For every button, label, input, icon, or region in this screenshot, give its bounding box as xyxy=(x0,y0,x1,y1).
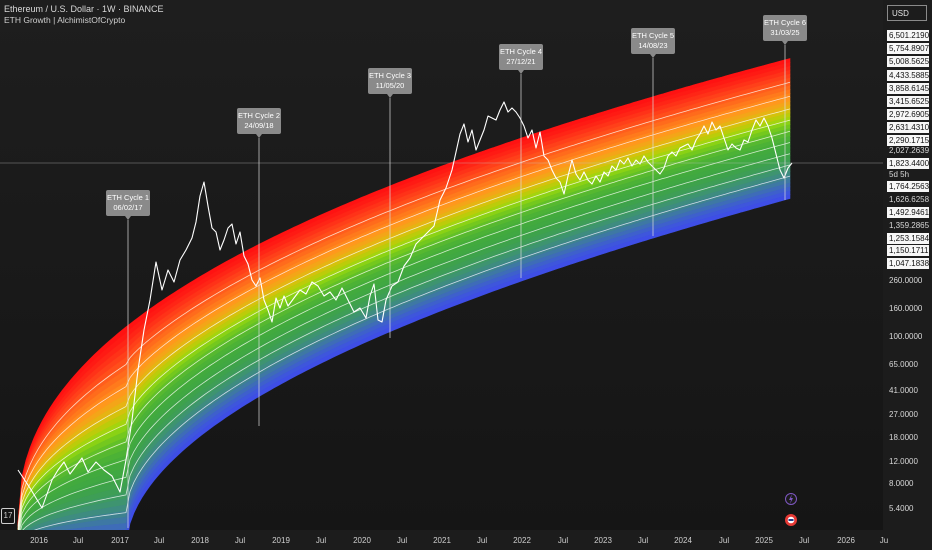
cycle-date-label: 11/05/20 xyxy=(376,81,405,90)
time-axis-label: 2024 xyxy=(674,536,692,545)
flash-event-icon xyxy=(785,493,797,505)
price-axis-label: 2,972.6905 xyxy=(887,109,930,120)
time-axis-label: 2019 xyxy=(272,536,290,545)
time-axis-label: Jul xyxy=(72,536,84,545)
time-axis[interactable]: 2016 Jul 2017 Jul 2018 Jul 2019 Jul 2020 Jul 2021 J… xyxy=(0,530,932,550)
tradingview-logo[interactable]: 17 xyxy=(1,508,15,524)
cycle-marker-5: ETH Cycle 514/08/23 xyxy=(631,28,675,236)
cycle-marker-2: ETH Cycle 224/09/18 xyxy=(237,108,281,426)
price-axis-label: 5d 5h xyxy=(889,170,910,179)
price-axis-label: 3,415.6525 xyxy=(887,96,930,107)
time-axis-label: Jul xyxy=(234,536,246,545)
eth-price-line xyxy=(17,101,793,509)
time-axis-label: 2016 xyxy=(30,536,48,545)
currency-selector[interactable]: USD xyxy=(887,5,927,21)
time-axis-label: Jul xyxy=(557,536,569,545)
price-axis-label: 41.0000 xyxy=(889,386,918,395)
time-axis-label: Jul xyxy=(798,536,810,545)
cycle-marker-3: ETH Cycle 311/05/20 xyxy=(368,68,412,338)
cycle-name-label: ETH Cycle 4 xyxy=(500,47,542,56)
price-axis-label: 3,858.6145 xyxy=(887,83,930,94)
price-axis-label: 2,631.4310 xyxy=(887,122,930,133)
time-axis-label: 2023 xyxy=(594,536,612,545)
cycle-name-label: ETH Cycle 3 xyxy=(369,71,411,80)
price-axis-label: 260.0000 xyxy=(889,276,923,285)
time-axis-label: 2020 xyxy=(353,536,371,545)
price-axis-label: 5,754.8907 xyxy=(887,43,930,54)
event-icons[interactable] xyxy=(785,492,797,528)
time-axis-label: Jul xyxy=(153,536,165,545)
cycle-date-label: 06/02/17 xyxy=(113,203,142,212)
cycle-name-label: ETH Cycle 2 xyxy=(238,111,280,120)
price-axis-label: 4,433.5885 xyxy=(887,70,930,81)
price-axis-label: 8.0000 xyxy=(889,479,914,488)
price-axis-label: 27.0000 xyxy=(889,410,918,419)
cycle-date-label: 31/03/25 xyxy=(770,28,799,37)
cycle-name-label: ETH Cycle 5 xyxy=(632,31,674,40)
indicator-title[interactable]: ETH Growth | AlchimistOfCrypto xyxy=(4,15,126,25)
cycle-name-label: ETH Cycle 6 xyxy=(764,18,806,27)
cycle-marker-6: ETH Cycle 631/03/25 xyxy=(763,15,807,200)
price-axis-label: 1,626.6258 xyxy=(889,195,930,204)
price-axis-label: 160.0000 xyxy=(889,304,923,313)
price-axis-label: 5,008.5625 xyxy=(887,56,930,67)
time-axis-label: Jul xyxy=(315,536,327,545)
time-axis-label: 2018 xyxy=(191,536,209,545)
band-lines xyxy=(17,81,791,530)
time-axis-label: Jul xyxy=(476,536,488,545)
price-axis-label: 65.0000 xyxy=(889,360,918,369)
cycle-date-label: 27/12/21 xyxy=(506,57,535,66)
price-axis-label: 1,359.2865 xyxy=(889,221,930,230)
rainbow-bands xyxy=(17,58,791,530)
price-axis-label: 100.0000 xyxy=(889,332,923,341)
dividend-event-icon xyxy=(785,514,797,526)
cycle-marker-4: ETH Cycle 427/12/21 xyxy=(499,44,543,278)
cycle-date-label: 24/09/18 xyxy=(244,121,273,130)
cycle-date-label: 14/08/23 xyxy=(638,41,667,50)
time-axis-label: Ju xyxy=(879,536,889,545)
time-axis-label: 2025 xyxy=(755,536,773,545)
price-axis-label: 2,027.2639 xyxy=(889,146,930,155)
price-axis-label: 1,047.1838 xyxy=(887,258,930,269)
chart-legend: Ethereum / U.S. Dollar · 1W · BINANCE ET… xyxy=(4,4,164,26)
symbol-title[interactable]: Ethereum / U.S. Dollar · 1W · BINANCE xyxy=(4,4,164,14)
price-axis-label: 1,492.9461 xyxy=(887,207,930,218)
time-axis-label: 2026 xyxy=(837,536,855,545)
cycle-name-label: ETH Cycle 1 xyxy=(107,193,149,202)
chart-area[interactable]: ETH Cycle 1 06/02/17 ETH Cycle 2 24/09/18 ET… xyxy=(0,0,883,530)
time-axis-label: Jul xyxy=(396,536,408,545)
price-axis-label: 1,823.4400 xyxy=(887,158,930,169)
price-axis-label: 18.0000 xyxy=(889,433,918,442)
price-axis-label: 6,501.2190 xyxy=(887,30,930,41)
price-axis-label: 1,253.1584 xyxy=(887,233,930,244)
price-axis-label: 1,764.2563 xyxy=(887,181,930,192)
cycle-marker-1: ETH Cycle 106/02/17 xyxy=(106,190,150,528)
price-axis-label: 5.4000 xyxy=(889,504,914,513)
time-axis-label: 2017 xyxy=(111,536,129,545)
price-axis-label: 2,290.1715 xyxy=(887,135,930,146)
time-axis-label: Jul xyxy=(637,536,649,545)
time-axis-label: Jul xyxy=(718,536,730,545)
price-axis-label: 12.0000 xyxy=(889,457,918,466)
time-axis-label: 2021 xyxy=(433,536,451,545)
price-axis-label: 1,150.1711 xyxy=(887,245,929,256)
time-axis-label: 2022 xyxy=(513,536,531,545)
